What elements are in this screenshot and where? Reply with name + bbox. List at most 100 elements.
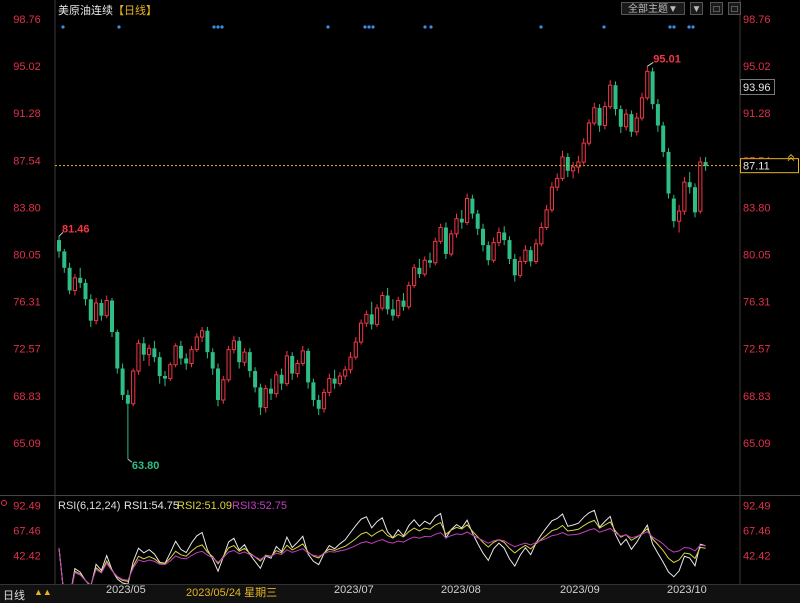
candle-body: [242, 351, 247, 363]
info-dot-marker: [691, 25, 695, 29]
candle: [67, 262, 72, 295]
candle: [613, 81, 618, 116]
y-tick-label-right: 91.28: [743, 108, 771, 120]
candle-body: [364, 313, 369, 324]
window-button[interactable]: □: [710, 2, 723, 15]
candle: [141, 337, 146, 361]
candle: [470, 194, 475, 219]
x-label-2023-07: 2023/07: [334, 584, 374, 596]
rsi2-value: RSI2:51.09: [177, 500, 233, 512]
candle-body: [194, 336, 199, 351]
candle-body: [115, 331, 120, 369]
candle: [120, 363, 125, 400]
candle: [332, 369, 337, 389]
period-tag[interactable]: 【日线】: [113, 5, 157, 17]
candle: [433, 237, 438, 266]
candle-body: [470, 198, 475, 214]
candle: [295, 359, 300, 378]
candle: [576, 155, 581, 174]
candle: [104, 295, 109, 319]
candle-body: [491, 242, 496, 261]
last-price-box: [740, 158, 799, 174]
candle: [650, 67, 655, 110]
rsi-tick-label-left: 42.42: [13, 551, 41, 563]
candle-body: [629, 114, 634, 132]
theme-selector-button[interactable]: 全部主题▼: [621, 2, 685, 15]
start-marker-line: [58, 231, 64, 237]
candle-body: [258, 387, 263, 408]
candle: [406, 281, 411, 310]
candle-body: [152, 348, 157, 358]
y-tick-label-left: 80.05: [13, 250, 41, 262]
candle: [131, 368, 136, 407]
candle-body: [369, 314, 374, 325]
y-tick-label-left: 68.83: [13, 391, 41, 403]
y-tick-label-right: 65.09: [743, 438, 771, 450]
candle: [316, 394, 321, 416]
info-dot-marker: [668, 25, 672, 29]
candle-body: [279, 374, 284, 384]
start-price-label: 81.46: [62, 223, 90, 235]
candle: [481, 223, 485, 252]
candle-body: [597, 107, 602, 126]
candle-body: [682, 181, 687, 212]
candle-body: [602, 106, 607, 127]
candle-body: [231, 340, 237, 351]
candle-body: [67, 267, 72, 291]
candle: [412, 264, 417, 288]
y-tick-label-right: 95.02: [743, 61, 771, 73]
candle-body: [549, 186, 554, 211]
candle: [274, 371, 279, 398]
candle-body: [157, 357, 162, 377]
candle: [178, 340, 183, 365]
candle-body: [671, 198, 676, 222]
candle: [608, 80, 613, 110]
maximize-button[interactable]: □: [728, 2, 741, 15]
candle-body: [698, 161, 703, 212]
candle-body: [136, 342, 141, 372]
candle: [99, 299, 104, 321]
candle: [475, 209, 480, 236]
candle-body: [247, 352, 252, 372]
dropdown-button[interactable]: ▼: [690, 2, 703, 15]
price-arrow-icon: [787, 153, 795, 162]
period-label[interactable]: 日线: [3, 590, 25, 602]
candle: [666, 148, 671, 199]
rsi-label: RSI(6,12,24): [58, 500, 121, 512]
y-tick-label-left: 98.76: [13, 14, 41, 26]
candle: [136, 339, 141, 375]
y-tick-label-left: 87.54: [13, 155, 41, 167]
candle: [443, 222, 448, 259]
candle: [210, 348, 215, 375]
candle: [348, 352, 353, 374]
candle: [698, 156, 703, 214]
candle: [173, 343, 178, 368]
candle: [231, 335, 237, 354]
candle: [263, 384, 268, 413]
candle: [200, 326, 205, 343]
candle-body: [502, 232, 507, 241]
candle-body: [507, 240, 512, 259]
candle-body: [216, 368, 220, 400]
y-tick-label-left: 76.31: [13, 297, 41, 309]
candle: [634, 112, 639, 136]
candle: [428, 252, 432, 268]
y-tick-label-right: 80.05: [743, 250, 771, 262]
candle-body: [555, 177, 560, 188]
candle-body: [263, 388, 268, 409]
candle-body: [608, 84, 613, 108]
candle-body: [374, 307, 380, 325]
candle-body: [62, 251, 67, 268]
candle: [687, 172, 692, 194]
candle-body: [99, 303, 104, 316]
scroll-arrows-icon[interactable]: ▲▲: [34, 587, 52, 597]
candle-body: [125, 394, 130, 404]
candle: [586, 119, 592, 146]
candle: [157, 352, 162, 384]
info-dot-marker: [216, 25, 220, 29]
y-tick-label-right: 98.76: [743, 14, 771, 26]
candle-body: [110, 300, 114, 332]
candle-body: [528, 250, 533, 262]
info-dot-marker: [423, 25, 427, 29]
